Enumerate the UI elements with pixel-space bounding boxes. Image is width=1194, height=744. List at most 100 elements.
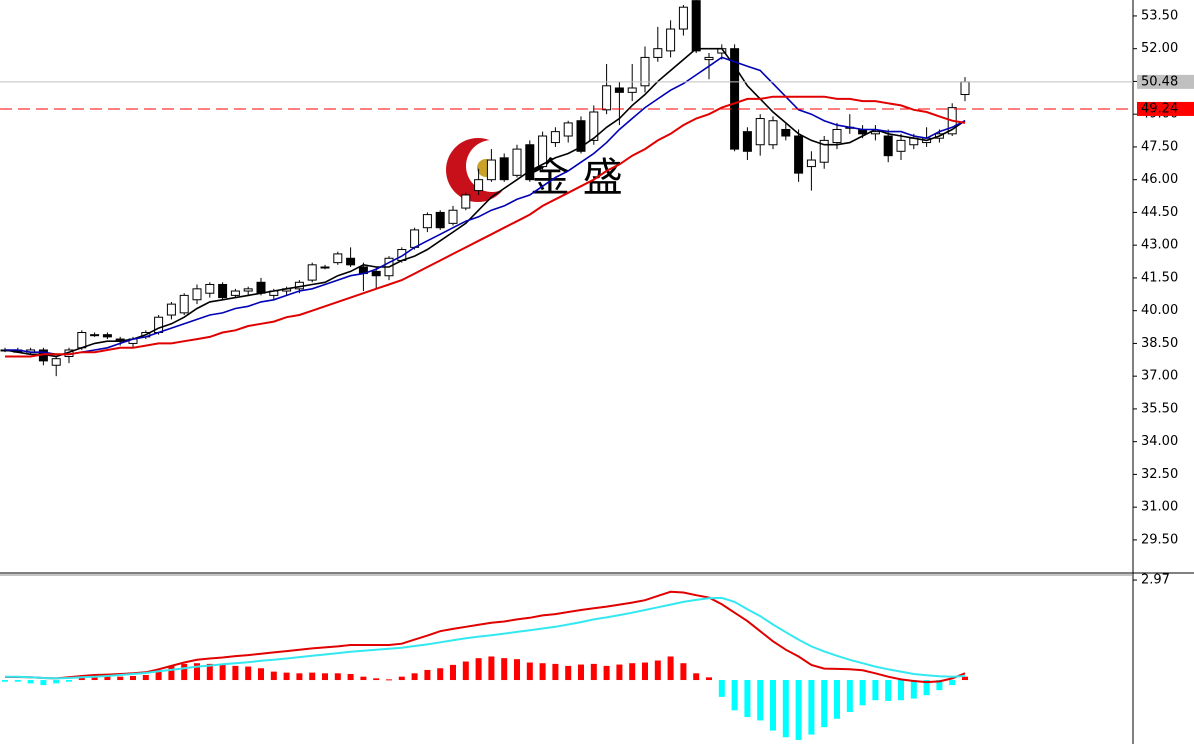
histogram-bar: [731, 680, 738, 711]
candle-body: [883, 135, 893, 157]
candle-body: [627, 87, 637, 93]
histogram-bar: [347, 673, 354, 681]
y-tick-label: 40.00: [1141, 303, 1178, 318]
histogram-bar: [834, 680, 840, 719]
histogram-bar: [334, 673, 341, 681]
histogram-bar: [757, 680, 764, 721]
histogram-bar: [885, 680, 892, 701]
y-tick-label: 35.50: [1141, 401, 1178, 416]
histogram-bar: [475, 658, 482, 681]
candle-body: [499, 157, 509, 181]
candle-body: [51, 358, 61, 366]
price-label-box: [1137, 74, 1194, 89]
candle-body: [781, 128, 791, 137]
y-tick-label: 32.50: [1141, 467, 1178, 482]
y-tick-label: 2.97: [1141, 573, 1170, 588]
histogram-bar: [398, 676, 405, 681]
histogram-bar: [245, 666, 252, 681]
histogram-bar: [795, 680, 802, 740]
candle-body: [819, 139, 829, 163]
candle-body: [461, 194, 471, 209]
candle-body: [256, 281, 266, 294]
candle-body: [435, 211, 445, 229]
histogram-bar: [117, 676, 124, 681]
histogram-bar: [258, 668, 264, 681]
histogram-bar: [488, 656, 495, 681]
price-label: 49.24: [1141, 101, 1178, 116]
histogram-bar: [168, 665, 175, 681]
candle-body: [640, 56, 650, 87]
candle-body: [243, 288, 253, 292]
histogram-bar: [450, 664, 456, 681]
histogram-bar: [565, 665, 572, 681]
y-tick-label: 38.50: [1141, 336, 1178, 351]
histogram-bar: [283, 672, 290, 681]
histogram-bar: [910, 680, 917, 699]
candle-body: [755, 118, 765, 146]
line-series: [5, 56, 966, 356]
histogram-bar: [27, 680, 34, 684]
candle-body: [806, 159, 816, 168]
candle-body: [602, 85, 612, 111]
histogram-bar: [40, 680, 47, 686]
candle-body: [870, 131, 880, 135]
histogram-bar: [782, 680, 789, 738]
histogram-bar: [219, 664, 226, 681]
histogram-bar: [322, 673, 328, 681]
candle-body: [563, 122, 573, 137]
candle-body: [832, 128, 842, 144]
price-label-box: [1137, 101, 1194, 116]
candle-body: [538, 135, 548, 168]
candle-body: [614, 87, 624, 93]
histogram-bar: [949, 680, 956, 686]
y-tick-label: 37.00: [1141, 369, 1178, 384]
candle-body: [550, 131, 560, 144]
candle-body: [742, 131, 752, 152]
histogram-bar: [629, 663, 636, 681]
histogram-bar: [206, 663, 213, 681]
line-series: [5, 596, 966, 680]
histogram-bar: [296, 673, 303, 681]
line-series: [4, 47, 966, 358]
histogram-bar: [667, 656, 674, 681]
histogram-bar: [744, 680, 751, 718]
histogram-bar: [872, 680, 879, 701]
candle-body: [371, 270, 381, 277]
y-tick-label: 44.50: [1141, 205, 1178, 220]
histogram-bar: [424, 669, 431, 681]
candle-body: [730, 48, 740, 150]
histogram-bar: [270, 671, 277, 681]
histogram-bar: [654, 660, 661, 681]
candle-body: [653, 48, 663, 58]
histogram-bar: [501, 658, 508, 681]
histogram-bar: [360, 676, 367, 681]
histogram-bar: [578, 664, 584, 681]
histogram-bar: [603, 665, 610, 681]
histogram-bar: [14, 680, 21, 682]
candle-body: [794, 135, 804, 174]
histogram-bar: [923, 680, 930, 696]
candle-body: [576, 120, 586, 152]
histogram-bar: [78, 676, 85, 681]
candle-body: [410, 229, 420, 248]
y-tick-label: 47.50: [1141, 139, 1178, 154]
histogram-bar: [66, 680, 72, 682]
candle-body: [77, 332, 87, 349]
histogram-bar: [539, 663, 546, 681]
price-label: 50.48: [1141, 74, 1178, 89]
histogram-bar: [770, 680, 776, 731]
y-tick-label: 53.50: [1141, 8, 1178, 23]
histogram-bar: [181, 663, 188, 681]
y-tick-label: 31.00: [1141, 500, 1178, 515]
candle-body: [422, 214, 432, 229]
histogram-bar: [309, 672, 316, 681]
histogram-bar: [936, 680, 943, 691]
histogram-bar: [53, 680, 60, 684]
candle-body: [960, 81, 970, 96]
histogram-bar: [808, 680, 815, 735]
histogram-bar: [616, 664, 623, 681]
histogram-bar: [898, 680, 904, 701]
candle-body: [691, 0, 701, 52]
